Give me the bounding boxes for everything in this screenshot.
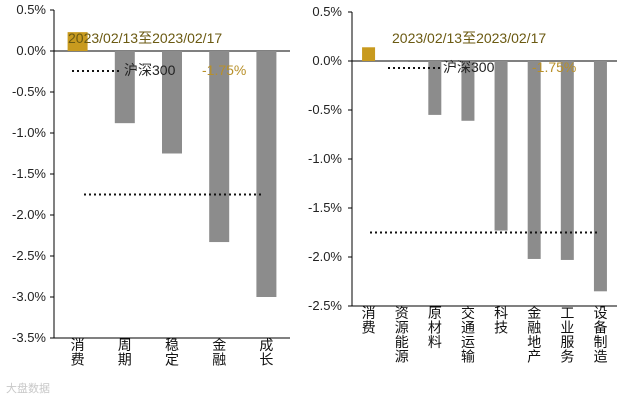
y-tick-label: -2.0% bbox=[308, 249, 342, 264]
benchmark-value-label: -1.75% bbox=[532, 59, 576, 75]
y-tick-label: -0.5% bbox=[308, 102, 342, 117]
category-label: 成长 bbox=[259, 337, 273, 368]
category-label: 稳定 bbox=[165, 337, 179, 368]
bar-成长 bbox=[256, 51, 277, 297]
bar-金融地产 bbox=[527, 61, 541, 259]
bar-科技 bbox=[494, 61, 508, 231]
y-tick-label: 0.5% bbox=[16, 2, 46, 17]
category-label: 金融 bbox=[212, 337, 226, 368]
bar-周期 bbox=[114, 51, 135, 124]
y-tick-label: 0.0% bbox=[312, 53, 342, 68]
y-tick-label: -2.0% bbox=[12, 207, 46, 222]
category-label: 设备制造 bbox=[593, 305, 607, 365]
bar-消费 bbox=[362, 47, 376, 61]
y-tick-label: 0.0% bbox=[16, 43, 46, 58]
bar-金融 bbox=[209, 51, 230, 243]
category-label: 资源能源 bbox=[395, 305, 409, 365]
y-tick-label: -2.5% bbox=[308, 298, 342, 313]
legend-label: 沪深300 bbox=[443, 59, 495, 75]
watermark: 大盘数据 bbox=[6, 381, 50, 395]
category-label: 交通运输 bbox=[461, 305, 475, 365]
bar-资源能源 bbox=[395, 61, 409, 62]
bar-设备制造 bbox=[593, 61, 607, 292]
y-tick-label: -3.5% bbox=[12, 330, 46, 345]
bar-工业服务 bbox=[560, 61, 574, 260]
category-label: 周期 bbox=[118, 337, 132, 368]
date-range-label: 2023/02/13至2023/02/17 bbox=[68, 30, 222, 46]
y-tick-label: -3.0% bbox=[12, 289, 46, 304]
bar-交通运输 bbox=[461, 61, 475, 121]
bar-稳定 bbox=[162, 51, 182, 154]
y-tick-label: -1.5% bbox=[308, 200, 342, 215]
legend-label: 沪深300 bbox=[124, 62, 176, 78]
category-label: 原材料 bbox=[428, 305, 442, 350]
y-tick-label: -0.5% bbox=[12, 84, 46, 99]
date-range-label: 2023/02/13至2023/02/17 bbox=[392, 30, 546, 46]
category-label: 消费 bbox=[71, 337, 85, 368]
y-tick-label: -1.5% bbox=[12, 166, 46, 181]
bar-原材料 bbox=[428, 61, 442, 115]
y-tick-label: -1.0% bbox=[12, 125, 46, 140]
y-tick-label: -2.5% bbox=[12, 248, 46, 263]
category-label: 工业服务 bbox=[560, 305, 574, 365]
bar-消费 bbox=[67, 32, 88, 51]
category-label: 金融地产 bbox=[527, 305, 541, 365]
y-tick-label: 0.5% bbox=[312, 4, 342, 19]
benchmark-value-label: -1.75% bbox=[202, 62, 246, 78]
category-label: 科技 bbox=[494, 305, 508, 336]
category-label: 消费 bbox=[362, 305, 376, 336]
y-tick-label: -1.0% bbox=[308, 151, 342, 166]
